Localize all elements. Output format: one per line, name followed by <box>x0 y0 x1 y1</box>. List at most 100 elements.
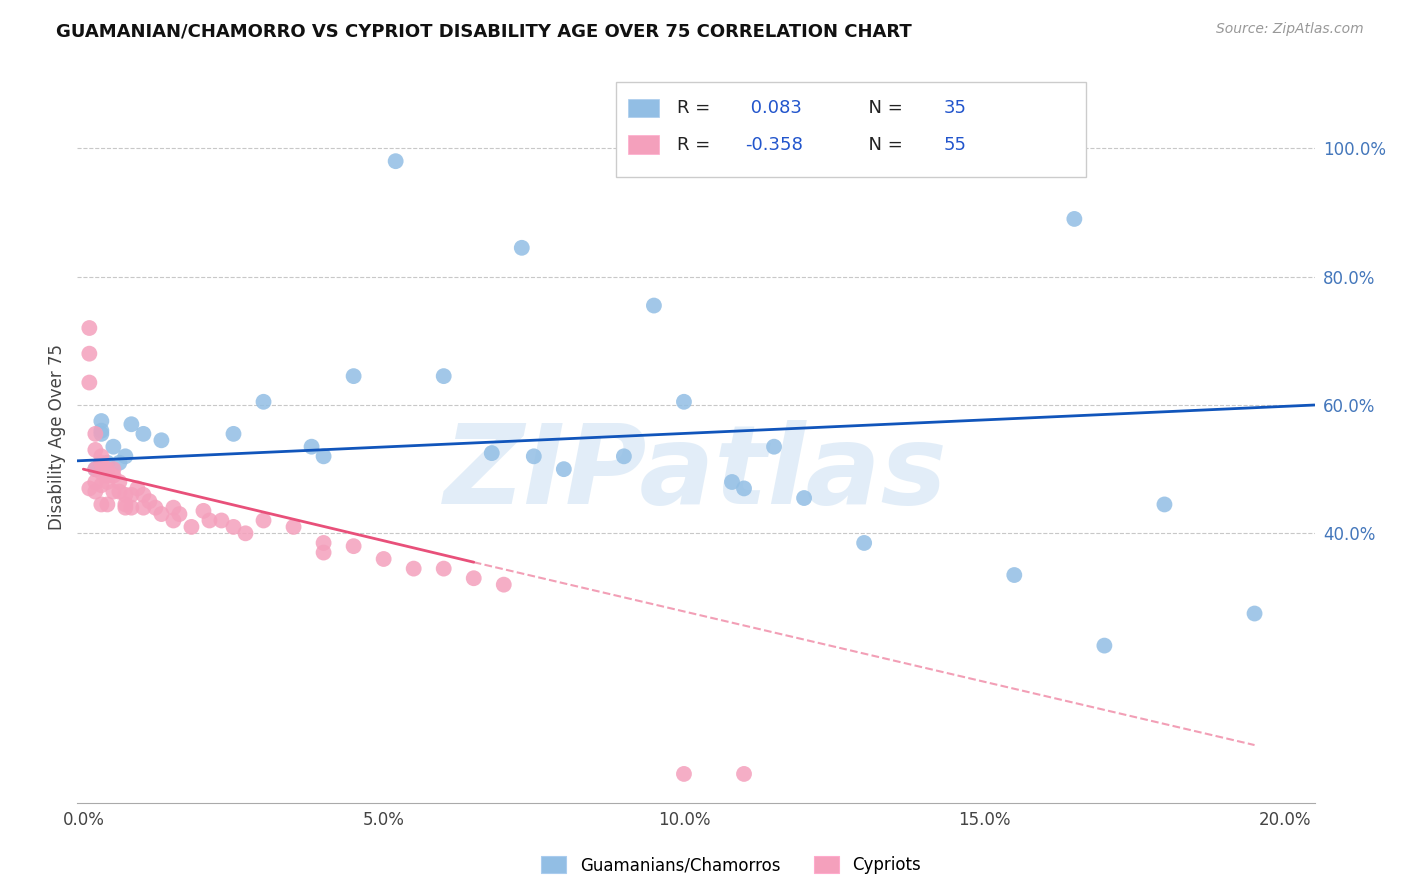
FancyBboxPatch shape <box>616 82 1085 178</box>
Point <box>138 494 160 508</box>
Point <box>79 376 101 390</box>
Point <box>235 526 257 541</box>
Point <box>96 498 118 512</box>
Point <box>312 450 335 464</box>
Point <box>108 484 131 499</box>
Point <box>120 417 142 432</box>
Point <box>384 154 406 169</box>
Text: N =: N = <box>856 136 908 153</box>
Point <box>90 478 112 492</box>
Y-axis label: Disability Age Over 75: Disability Age Over 75 <box>48 344 66 530</box>
Point <box>672 767 695 781</box>
Point <box>79 346 101 360</box>
Point <box>523 450 546 464</box>
Point <box>96 468 118 483</box>
Point <box>1243 607 1265 621</box>
Point <box>84 426 107 441</box>
Text: GUAMANIAN/CHAMORRO VS CYPRIOT DISABILITY AGE OVER 75 CORRELATION CHART: GUAMANIAN/CHAMORRO VS CYPRIOT DISABILITY… <box>56 22 912 40</box>
Point <box>103 440 125 454</box>
Point <box>162 500 184 515</box>
Point <box>90 414 112 428</box>
Point <box>553 462 575 476</box>
Point <box>108 475 131 489</box>
Point <box>132 488 155 502</box>
Text: R =: R = <box>678 136 717 153</box>
Point <box>90 424 112 438</box>
Point <box>510 241 533 255</box>
Point <box>373 552 395 566</box>
Point <box>120 488 142 502</box>
Point <box>90 466 112 480</box>
Point <box>150 434 173 448</box>
Point <box>103 462 125 476</box>
Point <box>343 539 366 553</box>
Point <box>312 545 335 559</box>
Point <box>193 504 215 518</box>
Point <box>84 462 107 476</box>
Point <box>402 561 425 575</box>
Point <box>301 440 323 454</box>
Point <box>211 514 233 528</box>
Point <box>114 450 136 464</box>
Point <box>127 482 149 496</box>
Point <box>108 456 131 470</box>
Point <box>84 442 107 457</box>
Text: -0.358: -0.358 <box>745 136 803 153</box>
Text: N =: N = <box>856 99 908 117</box>
Point <box>222 520 245 534</box>
Point <box>198 514 221 528</box>
Text: Source: ZipAtlas.com: Source: ZipAtlas.com <box>1216 22 1364 37</box>
Point <box>96 456 118 470</box>
Point <box>492 577 515 591</box>
Point <box>84 462 107 476</box>
Point <box>1092 639 1115 653</box>
Point <box>433 561 456 575</box>
Point <box>643 299 665 313</box>
Point <box>853 536 876 550</box>
Point <box>90 456 112 470</box>
Legend: Guamanians/Chamorros, Cypriots: Guamanians/Chamorros, Cypriots <box>537 851 925 880</box>
Point <box>84 484 107 499</box>
Point <box>103 484 125 499</box>
Point <box>145 500 167 515</box>
Point <box>84 475 107 489</box>
Bar <box>628 99 659 117</box>
Point <box>90 498 112 512</box>
Text: R =: R = <box>678 99 717 117</box>
Point <box>150 507 173 521</box>
Point <box>90 450 112 464</box>
Text: 35: 35 <box>943 99 966 117</box>
Point <box>721 475 744 489</box>
Point <box>79 482 101 496</box>
Text: ZIPatlas: ZIPatlas <box>444 420 948 527</box>
Point <box>162 514 184 528</box>
Point <box>79 321 101 335</box>
Point <box>343 369 366 384</box>
Point <box>252 514 274 528</box>
Point <box>103 468 125 483</box>
Point <box>120 500 142 515</box>
Point <box>481 446 503 460</box>
Point <box>1063 211 1085 226</box>
Point <box>733 767 755 781</box>
Bar <box>628 136 659 153</box>
Point <box>733 482 755 496</box>
Point <box>463 571 485 585</box>
Text: 0.083: 0.083 <box>745 99 803 117</box>
Point <box>1002 568 1025 582</box>
Text: 55: 55 <box>943 136 966 153</box>
Point <box>90 426 112 441</box>
Point <box>312 536 335 550</box>
Point <box>132 426 155 441</box>
Point <box>433 369 456 384</box>
Point <box>283 520 305 534</box>
Point <box>222 426 245 441</box>
Point <box>763 440 786 454</box>
Point <box>180 520 202 534</box>
Point <box>132 500 155 515</box>
Point <box>613 450 636 464</box>
Point <box>114 498 136 512</box>
Point <box>169 507 191 521</box>
Point <box>114 500 136 515</box>
Point <box>1153 498 1175 512</box>
